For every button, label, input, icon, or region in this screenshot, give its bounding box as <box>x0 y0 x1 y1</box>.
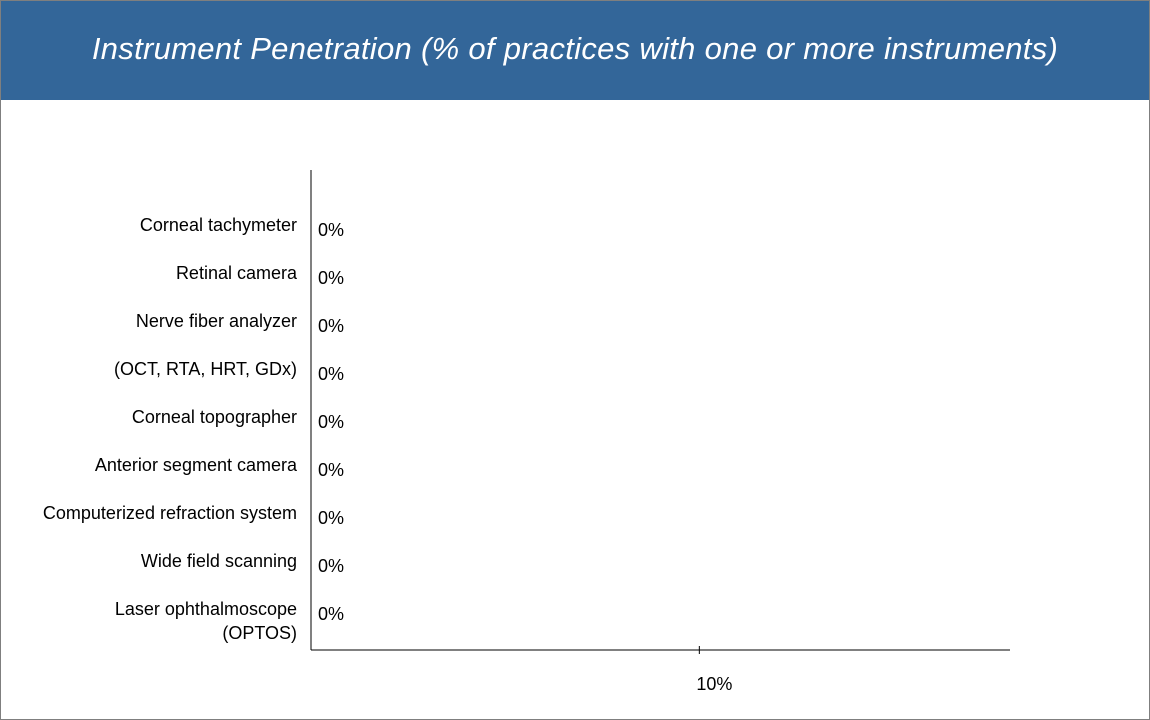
category-label: Computerized refraction system <box>43 503 297 523</box>
data-label: 0% <box>318 316 344 336</box>
category-label: Laser ophthalmoscope (OPTOS) <box>115 599 297 643</box>
data-label: 0% <box>318 604 344 624</box>
category-labels: Corneal tachymeter Retinal camera Nerve fi… <box>43 215 298 643</box>
data-label: 0% <box>318 460 344 480</box>
category-label: Wide field scanning <box>141 551 297 571</box>
plot-area <box>310 170 1010 651</box>
category-label: Anterior segment camera <box>95 455 298 475</box>
category-label: Corneal topographer <box>132 407 297 427</box>
data-label: 0% <box>318 556 344 576</box>
x-axis-ticks: 10% <box>696 646 732 694</box>
category-label: (OCT, RTA, HRT, GDx) <box>114 359 297 379</box>
data-label: 0% <box>318 268 344 288</box>
chart-title: Instrument Penetration (% of practices w… <box>91 30 1059 66</box>
title-banner: Instrument Penetration (% of practices w… <box>1 1 1149 100</box>
category-label: Corneal tachymeter <box>140 215 297 235</box>
x-tick-label: 10% <box>696 674 732 694</box>
data-label: 0% <box>318 508 344 528</box>
data-label: 0% <box>318 220 344 240</box>
data-labels: 0% 0% 0% 0% 0% 0% 0% 0% 0% <box>318 220 344 624</box>
data-label: 0% <box>318 412 344 432</box>
category-label: Nerve fiber analyzer <box>136 311 297 331</box>
category-label: Retinal camera <box>176 263 298 283</box>
data-label: 0% <box>318 364 344 384</box>
